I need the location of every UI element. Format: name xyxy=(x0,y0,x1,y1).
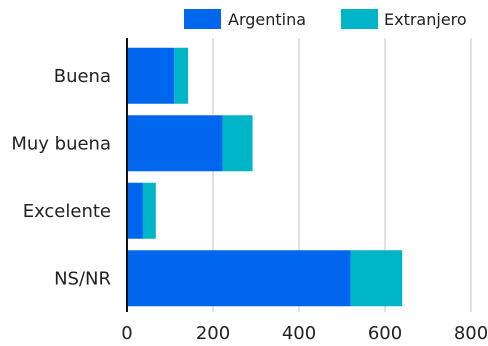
x-tick-label: 600 xyxy=(368,323,402,344)
legend[interactable]: Argentina Extranjero xyxy=(184,9,467,29)
bar-ns-nr-extranjero xyxy=(350,250,403,307)
x-tick-label: 0 xyxy=(121,323,132,344)
legend-swatch-extranjero xyxy=(341,9,378,29)
x-tick-labels: 0 200 400 600 800 xyxy=(121,323,488,344)
category-label: NS/NR xyxy=(54,268,111,289)
bar-muy-buena-extranjero xyxy=(222,115,253,172)
category-labels: Buena Muy buena Excelente NS/NR xyxy=(11,66,111,290)
bar-buena-extranjero xyxy=(174,47,189,104)
legend-label-extranjero[interactable]: Extranjero xyxy=(384,10,467,29)
category-label: Excelente xyxy=(23,201,111,222)
legend-label-argentina[interactable]: Argentina xyxy=(228,10,306,29)
bar-buena-argentina xyxy=(127,47,175,104)
x-tick-label: 800 xyxy=(454,323,488,344)
bar-ns-nr-argentina xyxy=(127,250,351,307)
category-label: Muy buena xyxy=(11,133,111,154)
x-tick-label: 400 xyxy=(282,323,316,344)
bars xyxy=(127,47,403,307)
legend-swatch-argentina xyxy=(184,9,221,29)
x-tick-label: 200 xyxy=(196,323,230,344)
category-label: Buena xyxy=(54,66,111,87)
bar-excelente-extranjero xyxy=(142,182,156,239)
bar-muy-buena-argentina xyxy=(127,115,223,172)
bar-excelente-argentina xyxy=(127,182,143,239)
